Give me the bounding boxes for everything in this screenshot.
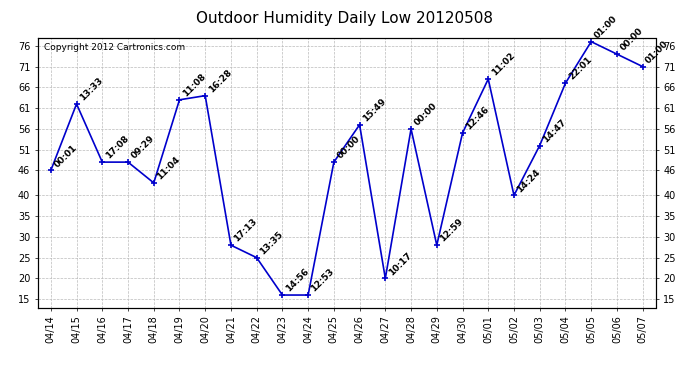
Text: 00:00: 00:00 bbox=[413, 101, 439, 128]
Text: 10:17: 10:17 bbox=[386, 251, 413, 277]
Text: 15:49: 15:49 bbox=[361, 96, 388, 123]
Text: 11:04: 11:04 bbox=[155, 155, 181, 182]
Text: 13:35: 13:35 bbox=[258, 230, 285, 256]
Text: 00:01: 00:01 bbox=[52, 143, 79, 169]
Text: 11:02: 11:02 bbox=[490, 51, 516, 78]
Text: 12:53: 12:53 bbox=[310, 267, 336, 294]
Text: 00:00: 00:00 bbox=[335, 135, 362, 161]
Text: 13:33: 13:33 bbox=[78, 76, 105, 103]
Text: 14:47: 14:47 bbox=[541, 117, 568, 144]
Text: 14:56: 14:56 bbox=[284, 267, 310, 294]
Text: 09:29: 09:29 bbox=[130, 134, 156, 161]
Text: 17:08: 17:08 bbox=[104, 134, 130, 161]
Text: 01:00: 01:00 bbox=[644, 39, 671, 65]
Text: 14:24: 14:24 bbox=[515, 167, 542, 194]
Text: Outdoor Humidity Daily Low 20120508: Outdoor Humidity Daily Low 20120508 bbox=[197, 11, 493, 26]
Text: Copyright 2012 Cartronics.com: Copyright 2012 Cartronics.com bbox=[44, 43, 185, 52]
Text: 16:28: 16:28 bbox=[206, 68, 233, 94]
Text: 11:08: 11:08 bbox=[181, 72, 208, 98]
Text: 17:13: 17:13 bbox=[233, 217, 259, 244]
Text: 22:01: 22:01 bbox=[566, 55, 593, 82]
Text: 01:00: 01:00 bbox=[593, 14, 619, 40]
Text: 00:00: 00:00 bbox=[618, 27, 644, 53]
Text: 12:46: 12:46 bbox=[464, 105, 491, 132]
Text: 12:59: 12:59 bbox=[438, 217, 465, 244]
